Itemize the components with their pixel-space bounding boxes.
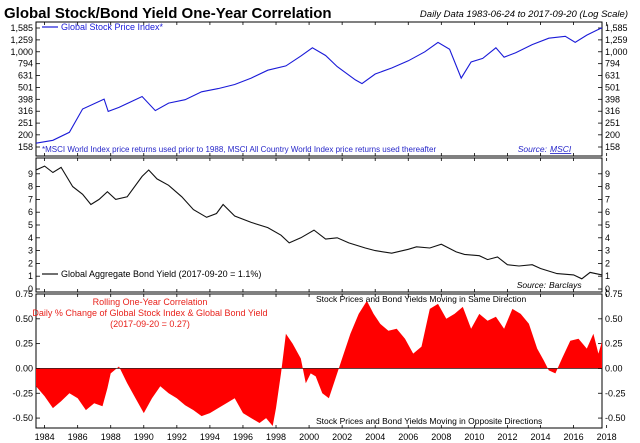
correlation-tick-label-left: 0.00 xyxy=(15,363,33,373)
x-tick-label: 2008 xyxy=(431,432,451,442)
stock-legend: Global Stock Price Index* xyxy=(42,22,164,32)
correlation-tick-label-right: 0.50 xyxy=(605,314,623,324)
bond-legend-label: Global Aggregate Bond Yield (2017-09-20 … xyxy=(61,269,261,279)
stock-tick-label-right: 1,000 xyxy=(605,47,628,57)
stock-tick-label-left: 1,000 xyxy=(10,47,33,57)
correlation-tick-label-left: 0.25 xyxy=(15,339,33,349)
correlation-tick-label-left: -0.25 xyxy=(12,388,33,398)
stock-tick-label-left: 200 xyxy=(18,130,33,140)
bond-tick-label-left: 8 xyxy=(28,182,33,192)
x-tick-label: 2014 xyxy=(530,432,550,442)
bond-axis: 9 9 8 8 7 7 6 6 5 5 4 4 3 3 2 2 1 1 0 0 xyxy=(28,169,610,294)
x-tick-label: 2010 xyxy=(464,432,484,442)
bond-tick-label-left: 1 xyxy=(28,271,33,281)
x-axis: 1984 1986 1988 1990 1992 1994 1996 1998 2000 2002… xyxy=(35,22,617,442)
bond-tick-label-left: 2 xyxy=(28,258,33,268)
correlation-tick-label-right: -0.50 xyxy=(605,413,626,423)
stock-axis: 1,585 1,585 1,259 1,259 1,000 1,000 794 794 631 6… xyxy=(10,23,627,152)
chart-title: Global Stock/Bond Yield One-Year Correla… xyxy=(4,5,332,22)
x-tick-label: 1990 xyxy=(134,432,154,442)
stock-tick-label-right: 158 xyxy=(605,142,620,152)
x-tick-label: 2004 xyxy=(365,432,385,442)
correlation-tick-label-right: 0.25 xyxy=(605,339,623,349)
x-tick-label: 1998 xyxy=(266,432,286,442)
x-tick-label: 1992 xyxy=(167,432,187,442)
stock-tick-label-right: 631 xyxy=(605,71,620,81)
bond-tick-label-left: 3 xyxy=(28,246,33,256)
stock-tick-label-right: 1,259 xyxy=(605,35,628,45)
stock-tick-label-right: 1,585 xyxy=(605,23,628,33)
correlation-tick-label-right: 0.75 xyxy=(605,289,623,299)
bond-tick-label-left: 6 xyxy=(28,207,33,217)
chart-subtitle: Daily Data 1983-06-24 to 2017-09-20 (Log… xyxy=(420,9,628,20)
bond-tick-label-right: 0 xyxy=(605,284,610,294)
x-tick-label: 1984 xyxy=(35,432,55,442)
bond-tick-label-left: 5 xyxy=(28,220,33,230)
bond-tick-label-right: 4 xyxy=(605,233,610,243)
correlation-title: Rolling One-Year Correlation xyxy=(93,297,208,307)
x-tick-label: 2012 xyxy=(497,432,517,442)
opposite-direction-label: Stock Prices and Bond Yields Moving in O… xyxy=(316,416,542,426)
bond-tick-label-right: 7 xyxy=(605,194,610,204)
x-tick-label: 2006 xyxy=(398,432,418,442)
bond-tick-label-right: 9 xyxy=(605,169,610,179)
x-tick-label: 1986 xyxy=(68,432,88,442)
stock-tick-label-right: 200 xyxy=(605,130,620,140)
bond-tick-label-right: 2 xyxy=(605,258,610,268)
bond-source-name: Barclays xyxy=(549,280,582,290)
stock-tick-label-left: 794 xyxy=(18,59,33,69)
x-tick-label: 2000 xyxy=(299,432,319,442)
correlation-tick-label-right: -0.25 xyxy=(605,388,626,398)
stock-tick-label-right: 398 xyxy=(605,94,620,104)
correlation-area xyxy=(36,300,602,426)
stock-legend-label: Global Stock Price Index* xyxy=(61,22,164,32)
stock-tick-label-right: 794 xyxy=(605,59,620,69)
stock-tick-label-left: 251 xyxy=(18,118,33,128)
stock-tick-label-right: 251 xyxy=(605,118,620,128)
stock-tick-label-right: 316 xyxy=(605,106,620,116)
bond-tick-label-right: 5 xyxy=(605,220,610,230)
bond-tick-label-left: 7 xyxy=(28,194,33,204)
correlation-subtitle: Daily % Change of Global Stock Index & G… xyxy=(32,308,267,318)
correlation-latest: (2017-09-20 = 0.27) xyxy=(110,319,190,329)
x-tick-label: 2018 xyxy=(597,432,617,442)
stock-source-label: Source: xyxy=(518,144,548,154)
stock-tick-label-left: 1,585 xyxy=(10,23,33,33)
bond-tick-label-left: 9 xyxy=(28,169,33,179)
stock-index-line xyxy=(35,27,603,144)
x-tick-label: 1994 xyxy=(200,432,220,442)
correlation-tick-label-left: 0.75 xyxy=(15,289,33,299)
stock-tick-label-left: 1,259 xyxy=(10,35,33,45)
stock-footnote: *MSCI World Index price returns used pri… xyxy=(42,145,436,154)
correlation-axis: 0.75 0.75 0.50 0.50 0.25 0.25 0.00 0.00 -0.25 -0.… xyxy=(12,289,625,423)
same-direction-label: Stock Prices and Bond Yields Moving in S… xyxy=(316,294,527,304)
correlation-tick-label-left: -0.50 xyxy=(12,413,33,423)
bond-legend: Global Aggregate Bond Yield (2017-09-20 … xyxy=(42,269,261,279)
x-tick-label: 1988 xyxy=(101,432,121,442)
stock-panel-frame xyxy=(35,21,603,157)
bond-tick-label-right: 6 xyxy=(605,207,610,217)
bond-source-label: Source: xyxy=(517,280,547,290)
x-tick-label: 1996 xyxy=(233,432,253,442)
stock-tick-label-left: 501 xyxy=(18,82,33,92)
correlation-tick-label-left: 0.50 xyxy=(15,314,33,324)
stock-tick-label-right: 501 xyxy=(605,82,620,92)
bond-yield-line xyxy=(35,165,603,280)
bond-tick-label-right: 8 xyxy=(605,182,610,192)
correlation-tick-label-right: 0.00 xyxy=(605,363,623,373)
x-tick-label: 2016 xyxy=(564,432,584,442)
x-tick-label: 2002 xyxy=(332,432,352,442)
bond-tick-label-right: 1 xyxy=(605,271,610,281)
bond-tick-label-right: 3 xyxy=(605,246,610,256)
stock-tick-label-left: 316 xyxy=(18,106,33,116)
stock-tick-label-left: 158 xyxy=(18,142,33,152)
stock-source-link[interactable]: MSCI xyxy=(550,144,572,154)
stock-tick-label-left: 631 xyxy=(18,71,33,81)
stock-tick-label-left: 398 xyxy=(18,94,33,104)
bond-tick-label-left: 4 xyxy=(28,233,33,243)
bond-tick-label-left: 0 xyxy=(28,284,33,294)
